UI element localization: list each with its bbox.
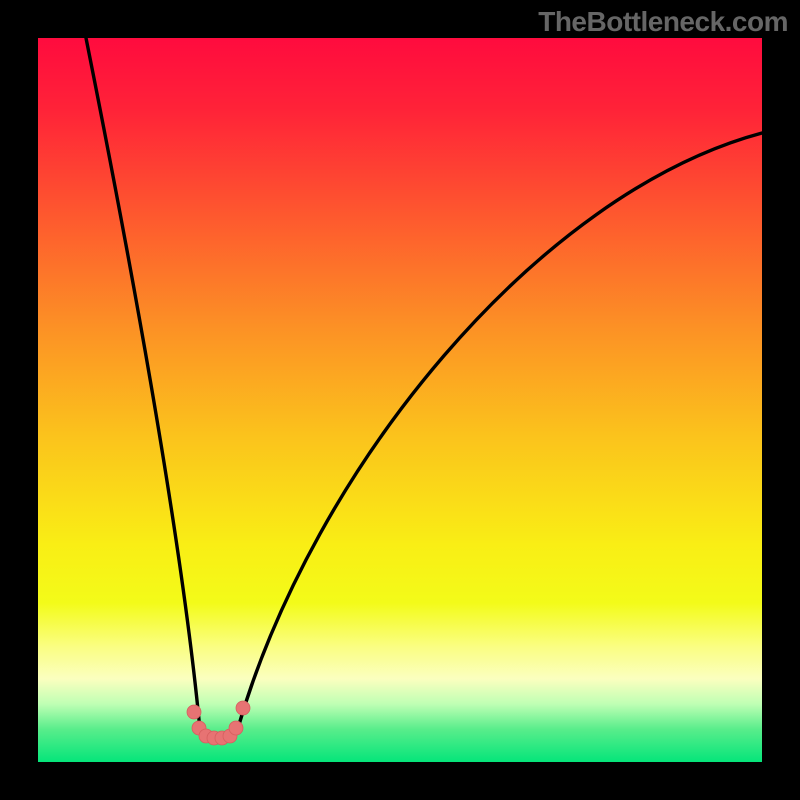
- valley-marker: [229, 721, 243, 735]
- valley-markers: [187, 701, 250, 745]
- watermark-text: TheBottleneck.com: [538, 6, 788, 38]
- chart-container: TheBottleneck.com: [0, 0, 800, 800]
- valley-marker: [236, 701, 250, 715]
- bottleneck-curve: [86, 38, 762, 737]
- curve-layer: [38, 38, 762, 762]
- plot-area: [38, 38, 762, 762]
- valley-marker: [187, 705, 201, 719]
